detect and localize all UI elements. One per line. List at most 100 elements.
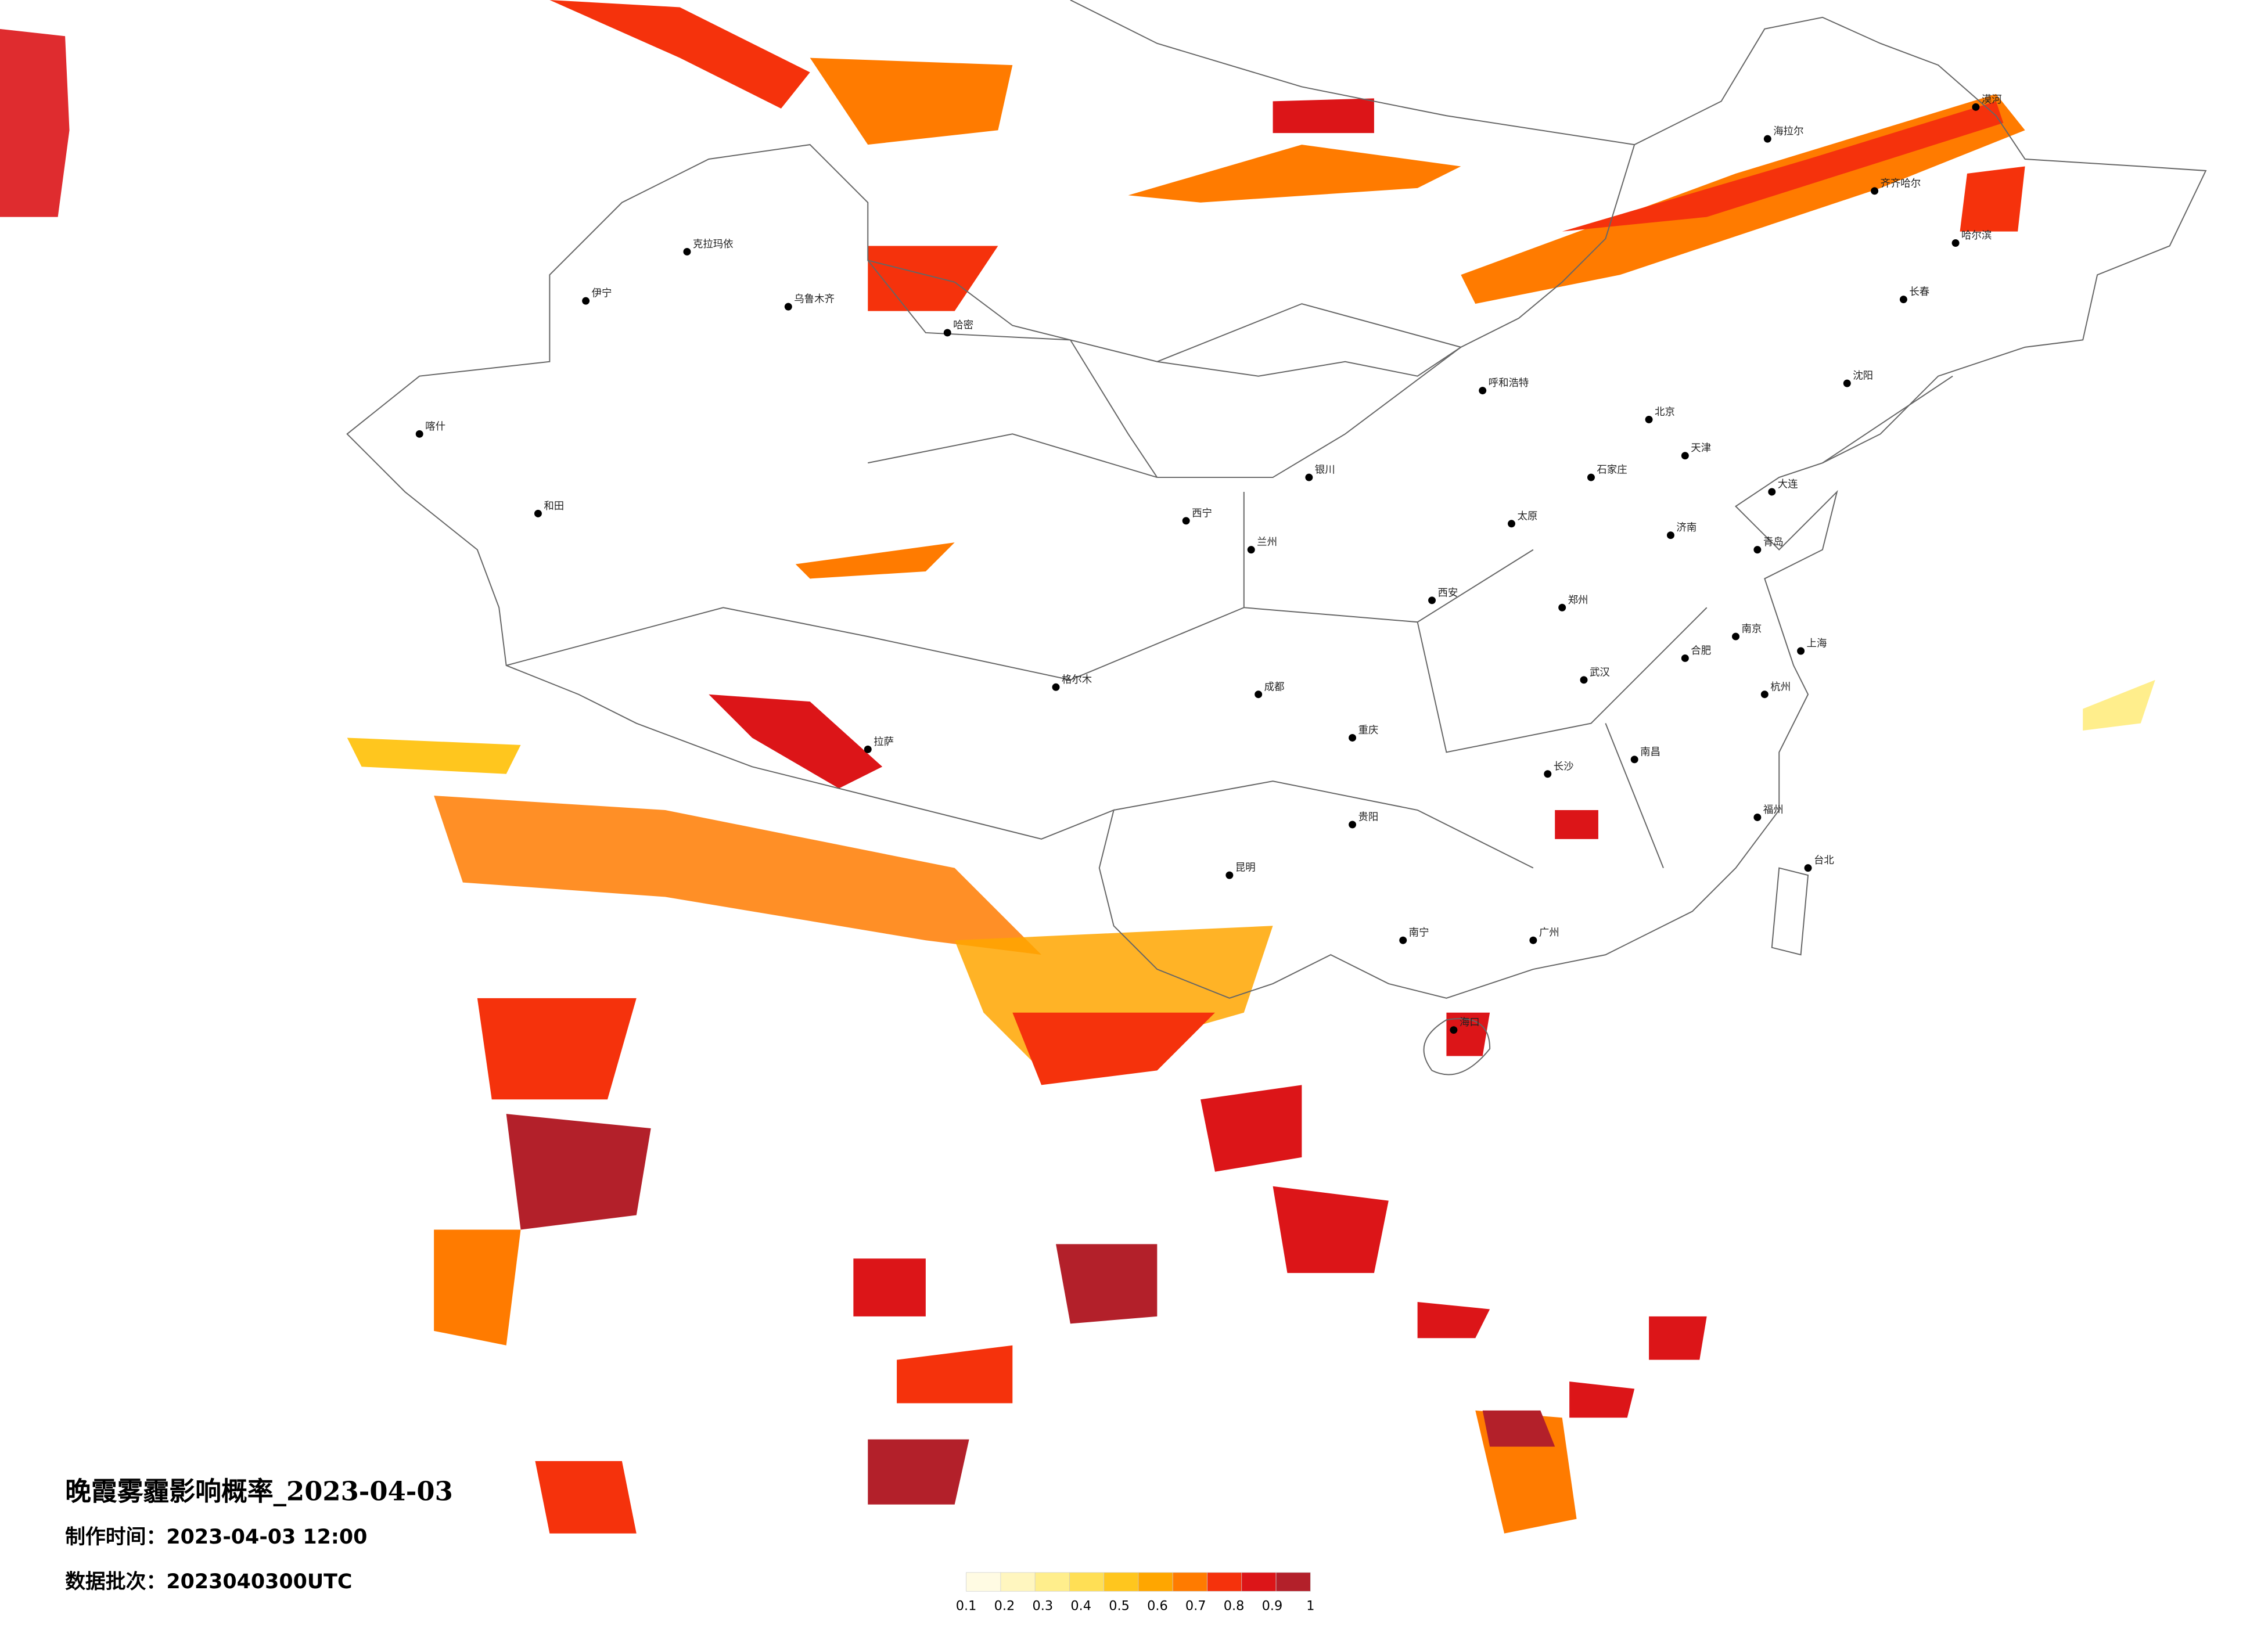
city-label: 天津 [1691, 443, 1711, 454]
city-dot [1580, 676, 1588, 684]
colorbar-swatch [1000, 1572, 1036, 1592]
city-dot [1681, 452, 1689, 460]
city-label: 兰州 [1257, 537, 1277, 548]
city-dot [1182, 517, 1190, 525]
city-label: 和田 [544, 501, 564, 512]
city-label: 长春 [1909, 286, 1929, 298]
boundaries [346, 0, 2207, 1075]
city-dot [864, 745, 872, 753]
city-dot [784, 303, 792, 311]
colorbar-swatch [1275, 1572, 1311, 1592]
city-dot [1508, 520, 1515, 528]
city-dot [1399, 936, 1407, 944]
city-label: 南昌 [1640, 746, 1660, 758]
colorbar-tick-label: 0.8 [1224, 1599, 1245, 1614]
city-dot [1951, 239, 1960, 247]
city-label: 石家庄 [1597, 465, 1627, 476]
city-dot [1753, 813, 1762, 821]
issue-time: 制作时间：2023-04-03 12:00 [65, 1526, 367, 1549]
city-label: 南京 [1741, 624, 1762, 635]
city-dot [1349, 821, 1357, 829]
city-dot [1544, 770, 1552, 778]
colorbar-tick-label: 0.6 [1147, 1599, 1168, 1614]
city-label: 重庆 [1358, 725, 1379, 736]
city-label: 福州 [1763, 804, 1784, 816]
city-label: 南宁 [1409, 927, 1429, 939]
city-dot [534, 509, 542, 517]
city-dot [1479, 387, 1487, 395]
city-dot [1052, 683, 1060, 691]
city-dot [1558, 603, 1566, 611]
colorbar-tick-label: 0.4 [1070, 1599, 1091, 1614]
city-label: 齐齐哈尔 [1881, 178, 1921, 189]
city-label: 呼和浩特 [1489, 377, 1529, 389]
city-label: 银川 [1315, 465, 1335, 476]
colorbar-swatch [1034, 1572, 1070, 1592]
city-dot [1225, 871, 1234, 879]
city-label: 上海 [1807, 638, 1827, 650]
colorbar-swatch [1104, 1572, 1139, 1592]
city-dot [1732, 632, 1739, 641]
city-dot [1450, 1026, 1458, 1034]
colorbar-tick-label: 0.1 [956, 1599, 977, 1614]
city-label: 伊宁 [592, 288, 612, 300]
colorbar-tick-label: 1 [1306, 1599, 1314, 1614]
colorbar-tick-label: 0.5 [1109, 1599, 1130, 1614]
city-dot [1247, 546, 1255, 554]
colorbar-swatch [1207, 1572, 1242, 1592]
city-dot [1843, 379, 1851, 387]
city-dot [1753, 546, 1762, 554]
city-dot [1529, 936, 1537, 944]
city-label: 济南 [1676, 522, 1696, 534]
city-label: 太原 [1517, 510, 1537, 522]
city-label: 海拉尔 [1773, 126, 1803, 138]
city-label: 贵阳 [1358, 811, 1379, 823]
city-dot [1763, 135, 1771, 143]
city-label: 大连 [1778, 479, 1798, 490]
city-dot [1768, 488, 1776, 496]
city-label: 北京 [1655, 406, 1675, 418]
city-dot [1630, 756, 1638, 764]
city-label: 喀什 [425, 421, 445, 433]
city-label: 漠河 [1982, 94, 2002, 106]
city-label: 乌鲁木齐 [794, 294, 835, 305]
city-dot [683, 247, 691, 256]
city-label: 哈尔滨 [1961, 230, 1992, 242]
city-label: 成都 [1264, 681, 1285, 693]
city-label: 西宁 [1192, 508, 1212, 519]
city-dot [1972, 103, 1980, 111]
colorbar: 0.1 0.2 0.3 0.4 0.5 0.6 0.7 0.8 0.9 1 [956, 1572, 1314, 1614]
city-label: 台北 [1814, 855, 1834, 866]
city-label: 哈密 [953, 319, 973, 331]
city-dot [1899, 296, 1907, 304]
city-dot [943, 329, 951, 337]
colorbar-tick-label: 0.2 [994, 1599, 1015, 1614]
city-dot [1871, 187, 1879, 195]
city-dot [1760, 690, 1769, 699]
colorbar-swatch [1138, 1572, 1173, 1592]
city-label: 广州 [1539, 927, 1559, 939]
city-label: 合肥 [1691, 645, 1711, 657]
city-label: 郑州 [1568, 595, 1588, 606]
city-dot [1666, 531, 1674, 539]
city-label: 克拉玛依 [693, 239, 734, 250]
map-title: 晚霞雾霾影响概率_2023-04-03 [65, 1476, 453, 1506]
colorbar-swatch [1069, 1572, 1105, 1592]
city-label: 武汉 [1590, 667, 1610, 678]
city-dot [1797, 647, 1805, 655]
city-dot [1645, 415, 1653, 423]
city-label: 沈阳 [1853, 370, 1873, 382]
city-dot [1255, 690, 1263, 699]
city-label: 长沙 [1554, 761, 1574, 772]
city-dot [1428, 596, 1436, 605]
colorbar-swatch [1172, 1572, 1207, 1592]
city-dot [415, 430, 423, 438]
city-dot [1804, 864, 1812, 872]
city-dot [1587, 473, 1595, 481]
city-dot [1681, 654, 1689, 662]
colorbar-swatch [966, 1572, 1001, 1592]
city-label: 青岛 [1763, 537, 1784, 548]
